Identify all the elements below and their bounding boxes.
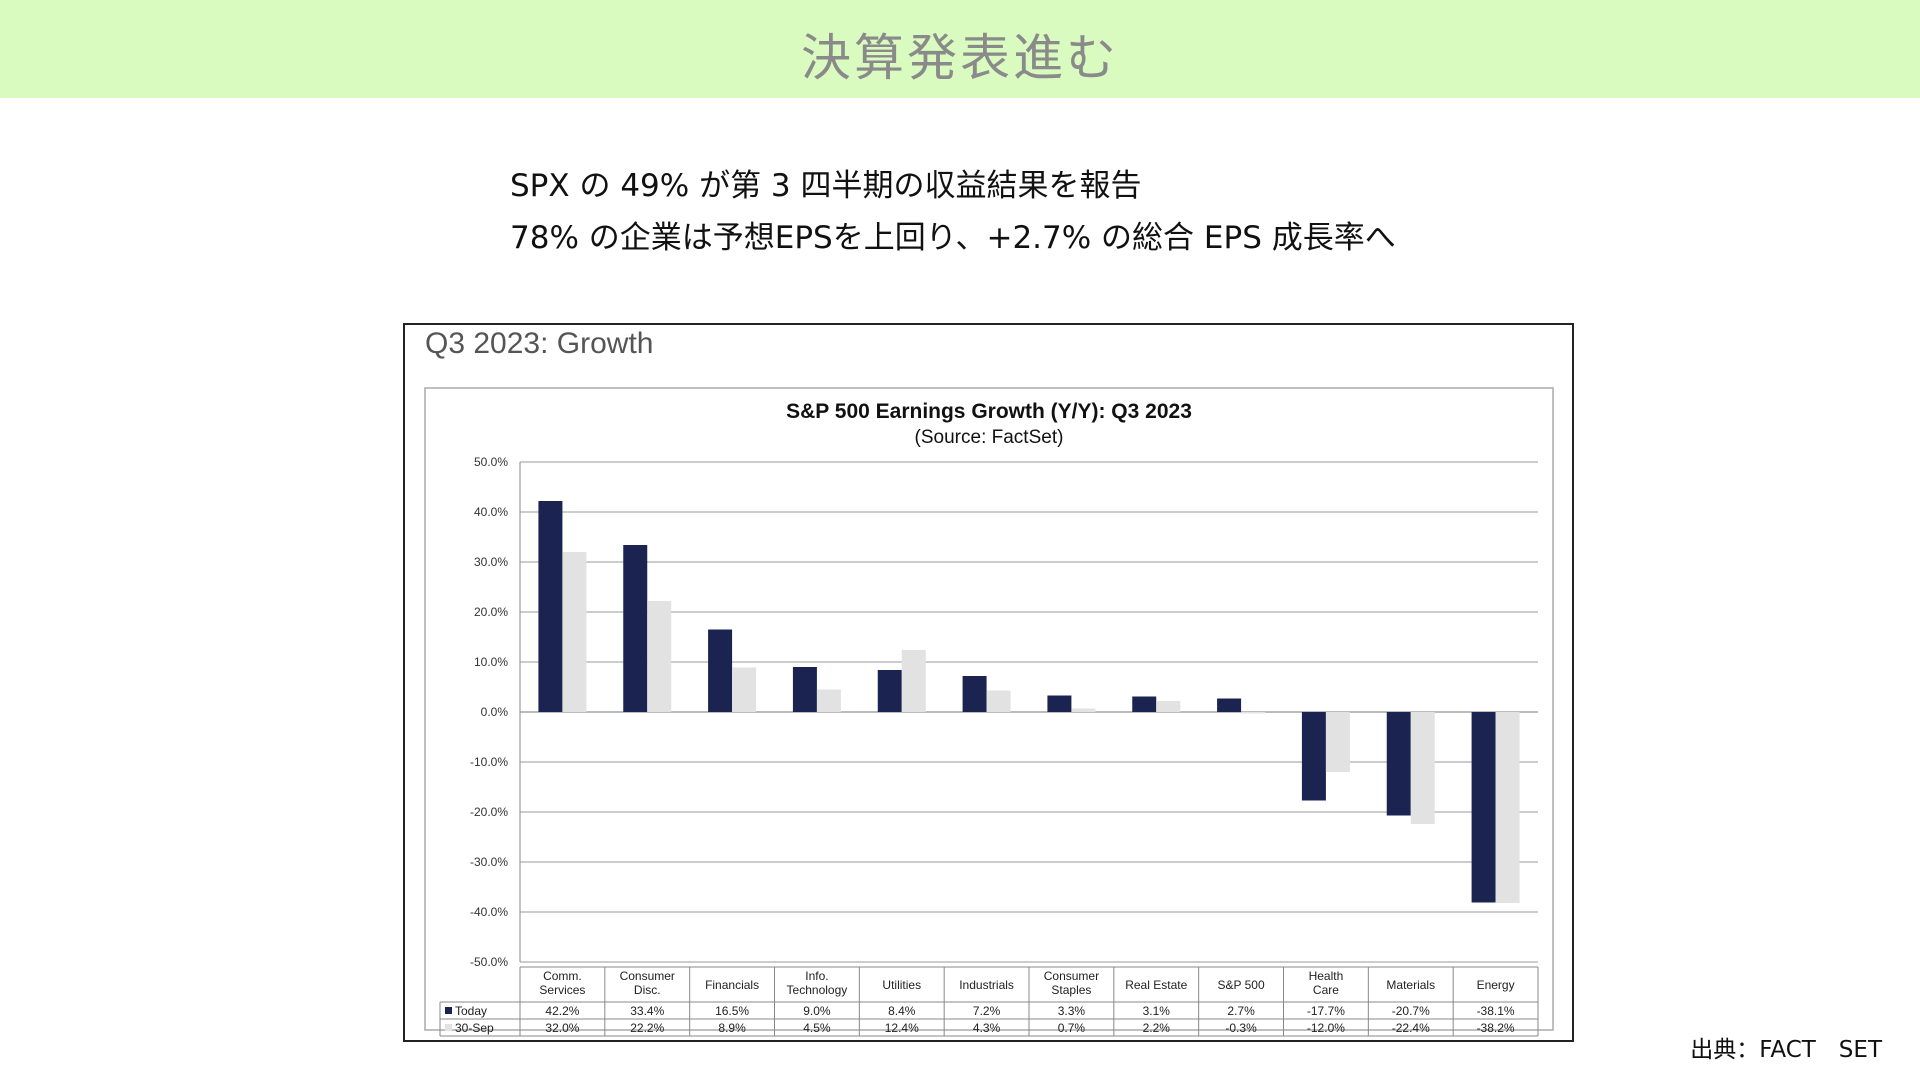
bar-30-sep <box>1495 712 1520 903</box>
data-label: 7.2% <box>973 1004 1001 1018</box>
bar-30-sep <box>1156 701 1181 712</box>
y-tick-label: 20.0% <box>474 605 508 619</box>
chart-figure: Q3 2023: Growth S&P 500 Earnings Growth … <box>403 323 1574 1042</box>
category-label: Consumer <box>620 969 675 983</box>
data-label: 8.4% <box>888 1004 916 1018</box>
bar-today <box>1471 712 1496 903</box>
earnings-growth-chart: S&P 500 Earnings Growth (Y/Y): Q3 2023 (S… <box>424 387 1554 1037</box>
y-tick-label: 50.0% <box>474 455 508 469</box>
data-label: -12.0% <box>1307 1021 1345 1035</box>
data-label: 2.2% <box>1143 1021 1171 1035</box>
data-label: -0.3% <box>1225 1021 1257 1035</box>
y-tick-label: -30.0% <box>470 855 508 869</box>
data-label: -17.7% <box>1307 1004 1345 1018</box>
intro-line-1: SPX の 49% が第 3 四半期の収益結果を報告 <box>510 168 1142 204</box>
bar-30-sep <box>1410 712 1435 824</box>
source-note: 出典：FACT SET <box>1690 1037 1882 1063</box>
data-label: 3.3% <box>1058 1004 1086 1018</box>
figure-heading: Q3 2023: Growth <box>425 327 654 360</box>
data-label: -38.1% <box>1477 1004 1515 1018</box>
y-tick-label: 0.0% <box>481 705 509 719</box>
y-tick-label: 10.0% <box>474 655 508 669</box>
bar-today <box>962 676 987 712</box>
category-label: Care <box>1313 983 1339 997</box>
bar-30-sep <box>1325 712 1350 772</box>
series-name: 30-Sep <box>455 1021 494 1035</box>
data-label: 3.1% <box>1143 1004 1171 1018</box>
y-tick-label: -20.0% <box>470 805 508 819</box>
bar-30-sep <box>1241 712 1266 714</box>
data-label: 32.0% <box>545 1021 579 1035</box>
bar-30-sep <box>562 552 587 712</box>
data-label: 42.2% <box>545 1004 579 1018</box>
data-label: 16.5% <box>715 1004 749 1018</box>
data-label: 12.4% <box>885 1021 919 1035</box>
bar-30-sep <box>732 667 757 712</box>
category-label: Industrials <box>959 978 1014 992</box>
category-label: Staples <box>1051 983 1091 997</box>
category-label: Services <box>539 983 585 997</box>
data-label: 4.5% <box>803 1021 831 1035</box>
data-label: 4.3% <box>973 1021 1001 1035</box>
data-label: 33.4% <box>630 1004 664 1018</box>
bar-today <box>1217 698 1242 712</box>
bar-30-sep <box>901 650 926 712</box>
bar-today <box>1132 696 1157 712</box>
data-label: -38.2% <box>1477 1021 1515 1035</box>
data-label: -20.7% <box>1392 1004 1430 1018</box>
legend-key-today <box>445 1007 452 1014</box>
category-label: Consumer <box>1044 969 1099 983</box>
category-label: Technology <box>787 983 848 997</box>
bar-today <box>708 629 733 712</box>
data-label: 0.7% <box>1058 1021 1086 1035</box>
bar-today <box>792 667 817 712</box>
intro-text: SPX の 49% が第 3 四半期の収益結果を報告 78% の企業は予想EPS… <box>510 160 1396 264</box>
title-banner: 決算発表進む <box>0 0 1920 98</box>
category-label: Energy <box>1477 978 1515 992</box>
y-tick-label: -50.0% <box>470 955 508 969</box>
series-name: Today <box>455 1004 487 1018</box>
y-tick-label: -40.0% <box>470 905 508 919</box>
bar-today <box>1301 712 1326 801</box>
category-label: Disc. <box>634 983 661 997</box>
data-label: 2.7% <box>1227 1004 1255 1018</box>
data-label: 22.2% <box>630 1021 664 1035</box>
y-tick-label: -10.0% <box>470 755 508 769</box>
y-tick-label: 40.0% <box>474 505 508 519</box>
bar-today <box>1047 695 1072 712</box>
chart-title: S&P 500 Earnings Growth (Y/Y): Q3 2023 <box>786 400 1192 423</box>
bar-today <box>538 501 563 712</box>
category-label: Real Estate <box>1125 978 1187 992</box>
category-label: Info. <box>805 969 828 983</box>
category-label: Materials <box>1386 978 1435 992</box>
y-tick-label: 30.0% <box>474 555 508 569</box>
bar-today <box>1386 712 1411 816</box>
category-label: Financials <box>705 978 759 992</box>
bar-30-sep <box>816 689 841 712</box>
category-label: S&P 500 <box>1218 978 1265 992</box>
data-label: -22.4% <box>1392 1021 1430 1035</box>
category-label: Utilities <box>882 978 921 992</box>
bar-today <box>623 545 648 712</box>
bar-30-sep <box>986 690 1011 712</box>
data-label: 8.9% <box>718 1021 746 1035</box>
intro-line-2: 78% の企業は予想EPSを上回り、+2.7% の総合 EPS 成長率へ <box>510 220 1396 256</box>
bar-30-sep <box>1071 708 1096 712</box>
slide-title: 決算発表進む <box>801 29 1119 87</box>
category-label: Comm. <box>543 969 582 983</box>
data-label: 9.0% <box>803 1004 831 1018</box>
bar-30-sep <box>647 601 672 712</box>
category-label: Health <box>1309 969 1344 983</box>
legend-key-30-sep <box>445 1024 452 1031</box>
chart-subtitle: (Source: FactSet) <box>915 427 1064 448</box>
bar-today <box>877 670 902 712</box>
